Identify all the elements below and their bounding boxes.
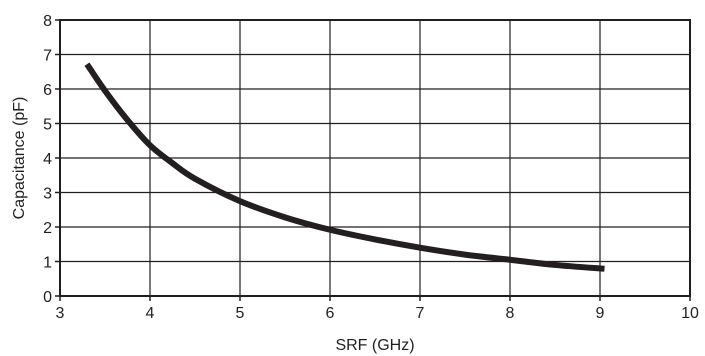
x-tick-label: 9: [596, 305, 605, 322]
y-tick-label: 7: [43, 48, 52, 65]
y-tick-labels: 0 1 2 3 4 5 6 7 8: [43, 13, 60, 306]
y-tick-label: 5: [43, 117, 52, 134]
x-axis-title: SRF (GHz): [335, 337, 414, 354]
x-tick-label: 4: [146, 305, 155, 322]
series-group: [84, 62, 605, 272]
y-tick-label: 4: [43, 151, 52, 168]
series-line-capacitance: [84, 62, 605, 272]
y-tick-label: 1: [43, 255, 52, 272]
x-tick-label: 7: [416, 305, 425, 322]
y-axis-title: Capacitance (pF): [11, 97, 28, 220]
x-tick-label: 5: [236, 305, 245, 322]
grid: [60, 20, 690, 296]
x-tick-label: 8: [506, 305, 515, 322]
x-tick-label: 3: [56, 305, 65, 322]
x-tick-label: 10: [681, 305, 699, 322]
x-tick-label: 6: [326, 305, 335, 322]
y-tick-label: 0: [43, 289, 52, 306]
y-tick-label: 2: [43, 220, 52, 237]
y-tick-label: 3: [43, 186, 52, 203]
y-tick-label: 8: [43, 13, 52, 30]
y-tick-label: 6: [43, 82, 52, 99]
x-tick-labels: 3 4 5 6 7 8 9 10: [56, 296, 699, 322]
